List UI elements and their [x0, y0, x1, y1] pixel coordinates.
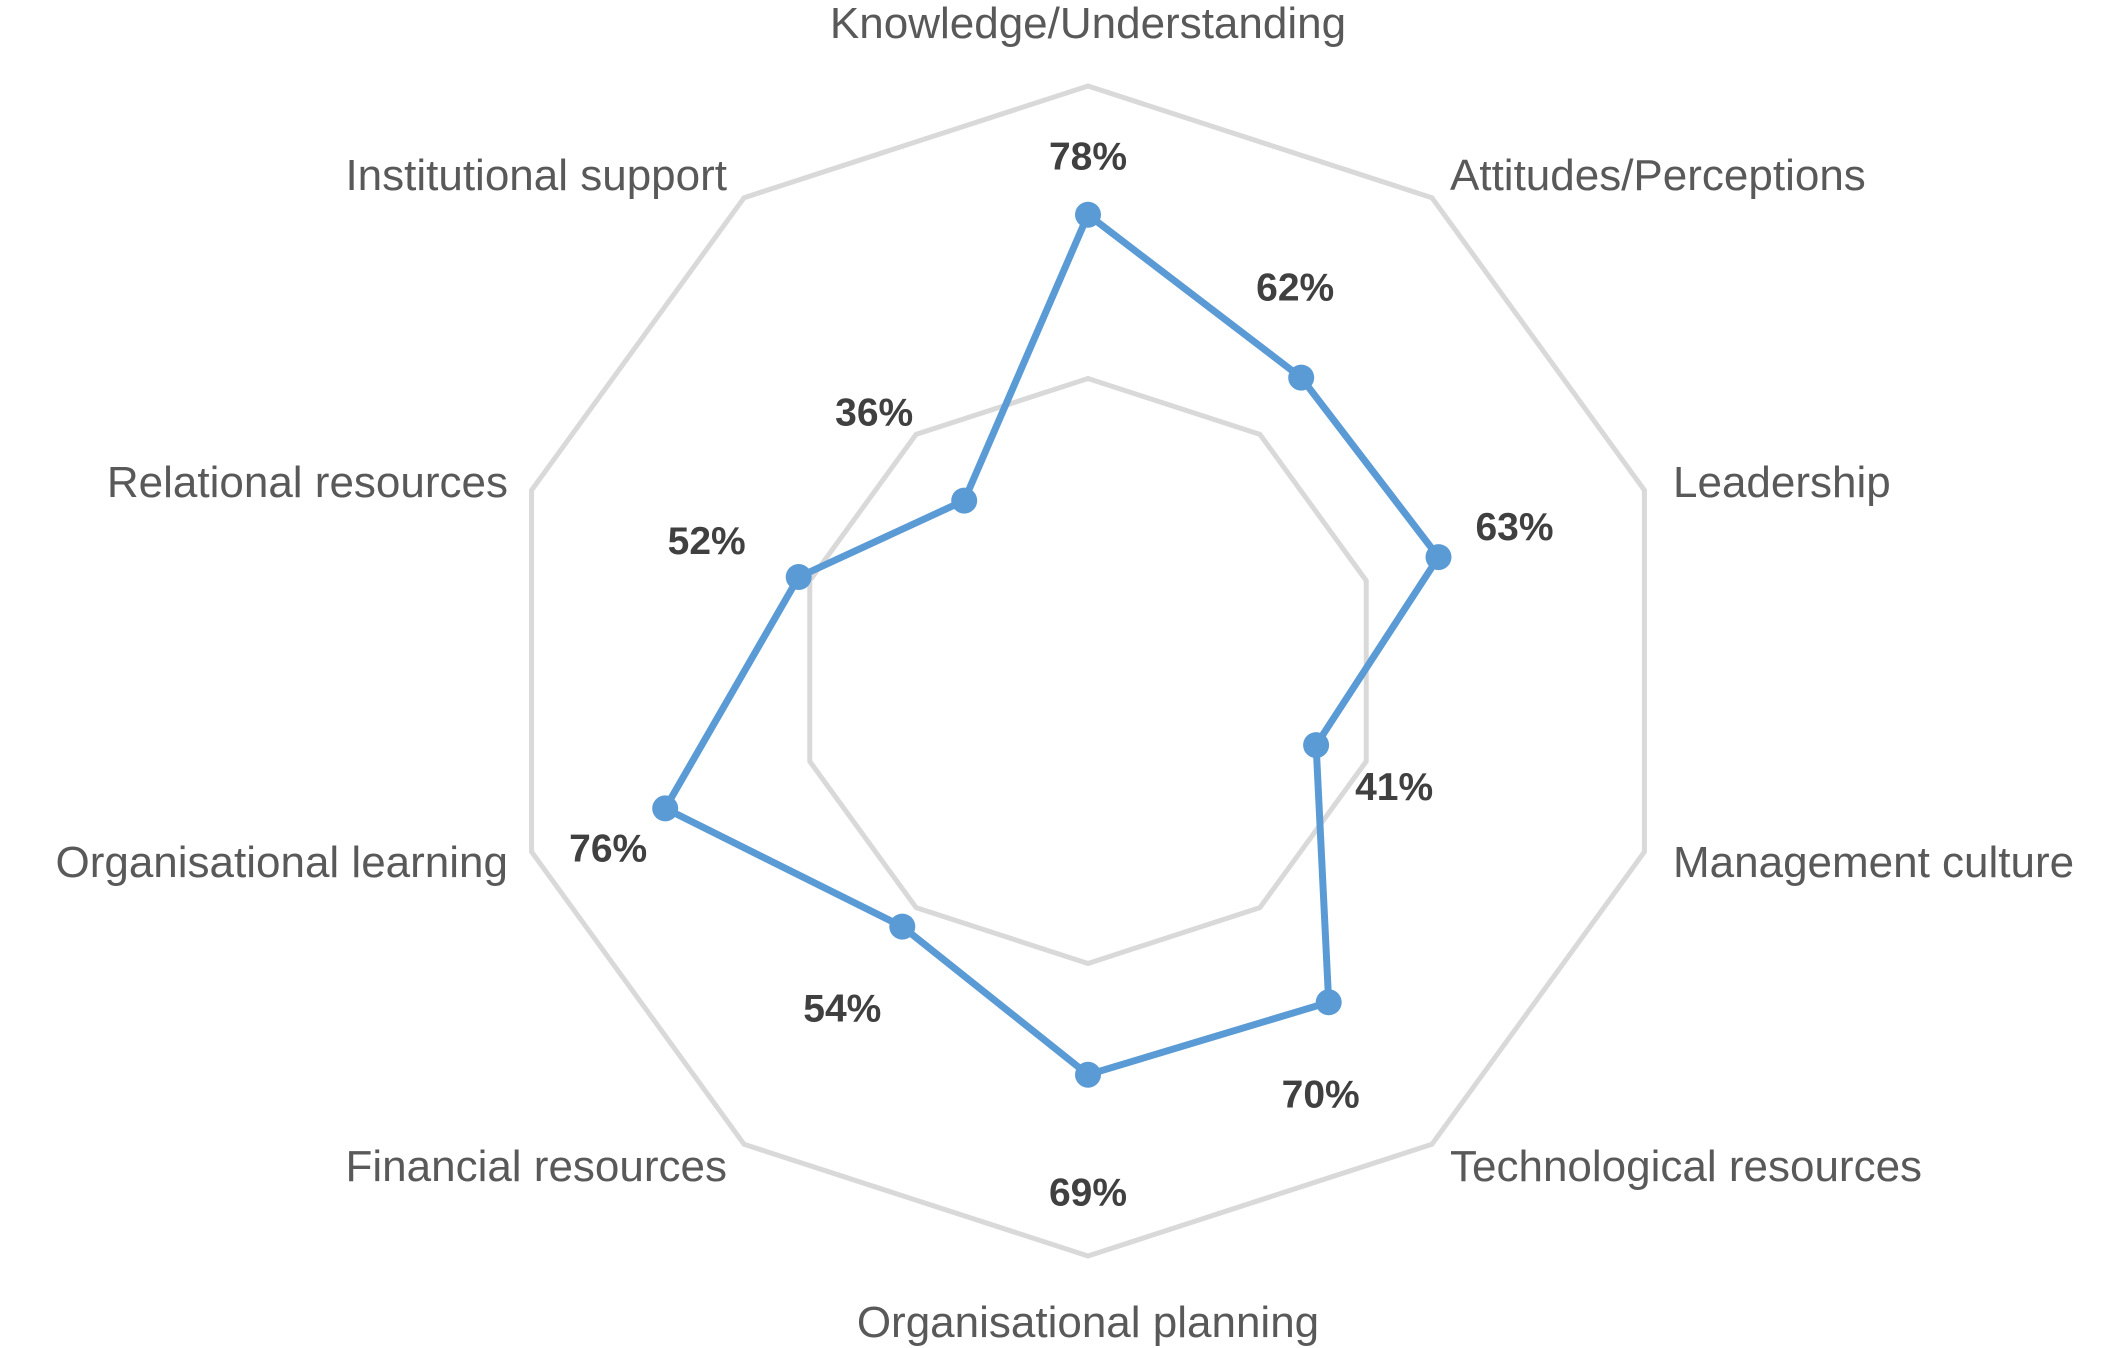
data-point: [652, 795, 679, 822]
grid-ring-50: [807, 375, 1369, 967]
category-label: Organisational planning: [857, 1298, 1319, 1347]
value-label: 36%: [835, 392, 913, 435]
data-point: [1075, 1061, 1101, 1088]
category-label: Leadership: [1673, 458, 1891, 507]
category-label: Attitudes/Perceptions: [1450, 151, 1866, 200]
value-label: 69%: [1049, 1172, 1127, 1215]
series-layer: [661, 211, 1442, 1079]
category-label: Relational resources: [107, 458, 508, 507]
series-line: [661, 211, 1442, 1079]
category-label: Management culture: [1673, 838, 2074, 887]
category-label: Financial resources: [346, 1142, 728, 1191]
data-point: [785, 564, 812, 590]
category-label: Technological resources: [1450, 1142, 1922, 1191]
value-label-layer: 78% 62% 63% 41% 70% 69% 54% 76% 52% 36%: [569, 136, 1553, 1215]
grid-layer: [529, 83, 1647, 1259]
data-point: [889, 913, 916, 940]
data-point: [1425, 544, 1452, 571]
data-point: [1303, 732, 1330, 759]
value-label: 52%: [668, 520, 746, 563]
data-point: [951, 487, 978, 514]
value-label: 62%: [1256, 267, 1334, 310]
data-point: [1315, 989, 1342, 1016]
category-label: Institutional support: [345, 151, 727, 200]
value-label: 41%: [1355, 766, 1433, 809]
data-point: [1075, 201, 1101, 228]
data-point: [1288, 364, 1315, 391]
point-layer: [652, 201, 1452, 1088]
grid-ring-100: [529, 83, 1647, 1259]
value-label: 76%: [569, 827, 647, 870]
value-label: 70%: [1282, 1073, 1360, 1116]
category-label-layer: Knowledge/Understanding Attitudes/Percept…: [55, 0, 2074, 1347]
value-label: 63%: [1475, 506, 1553, 549]
value-label: 54%: [803, 988, 881, 1031]
value-label: 78%: [1049, 136, 1127, 179]
category-label: Knowledge/Understanding: [830, 0, 1346, 48]
category-label: Organisational learning: [55, 838, 508, 887]
